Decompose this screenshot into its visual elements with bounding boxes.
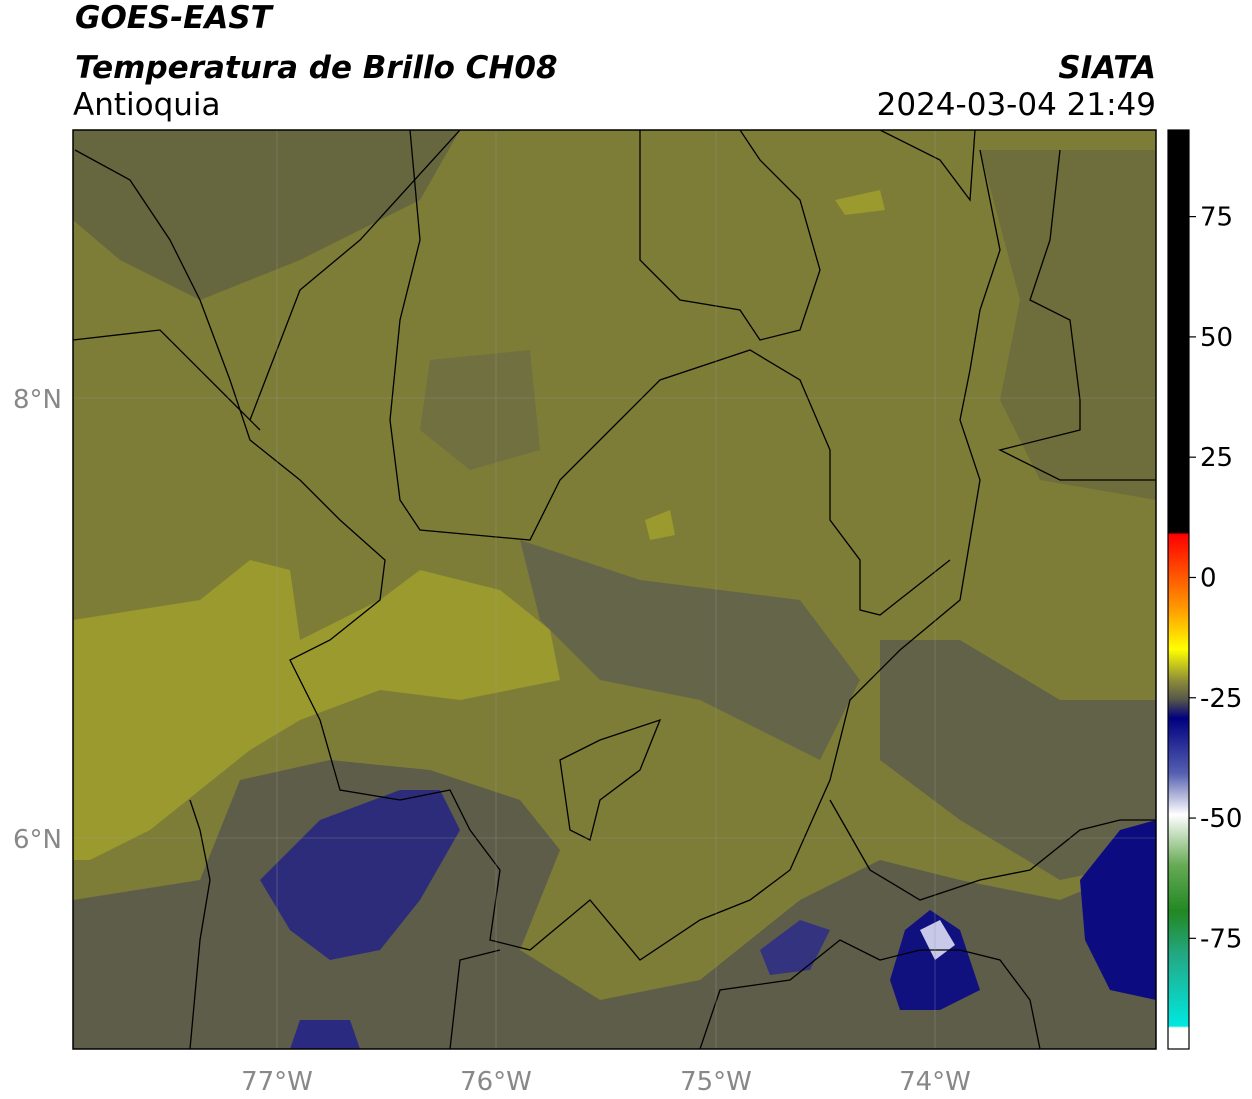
dark-area — [520, 540, 860, 760]
datetime: 2024-03-04 21:49 — [877, 87, 1156, 123]
lon-tick-label: 75°W — [680, 1067, 752, 1097]
colorbar-tick-label: 0 — [1200, 563, 1217, 593]
lon-tick-label: 74°W — [899, 1067, 971, 1097]
cold-cloud — [260, 790, 460, 960]
colorbar-scale — [1167, 129, 1190, 1050]
lon-tick-label: 76°W — [460, 1067, 532, 1097]
colorbar-tick-label: -50 — [1200, 804, 1242, 834]
colorbar-tick-label: 75 — [1200, 203, 1233, 233]
colorbar-tick-label: 50 — [1200, 323, 1233, 353]
borders — [73, 130, 1156, 1049]
graticule — [73, 130, 1156, 1049]
cold-cloud — [1080, 820, 1156, 1000]
dark-area — [880, 640, 1156, 880]
dark-area — [420, 350, 540, 470]
map-frame — [72, 129, 1157, 1050]
dark-area — [73, 130, 460, 300]
lon-tick-label: 77°W — [241, 1067, 313, 1097]
lat-tick-label: 6°N — [13, 825, 62, 855]
colorbar: 75 50 25 0 -25 -50 -75 — [1167, 129, 1242, 1050]
lat-tick-label: 8°N — [13, 385, 62, 415]
cold-cloud — [290, 1020, 360, 1049]
region: Antioquia — [73, 87, 221, 123]
source: SIATA — [1058, 50, 1156, 86]
subtitle: Temperatura de Brillo CH08 — [75, 50, 558, 86]
map-field — [73, 130, 1156, 1049]
title: GOES-EAST — [75, 0, 275, 36]
colorbar-tick-label: -75 — [1200, 924, 1242, 954]
colorbar-tick-label: 25 — [1200, 443, 1233, 473]
dark-area — [980, 150, 1156, 500]
light-area — [73, 560, 560, 860]
colorbar-tick-label: -25 — [1200, 684, 1242, 714]
light-area — [645, 510, 675, 540]
light-area — [835, 190, 885, 215]
